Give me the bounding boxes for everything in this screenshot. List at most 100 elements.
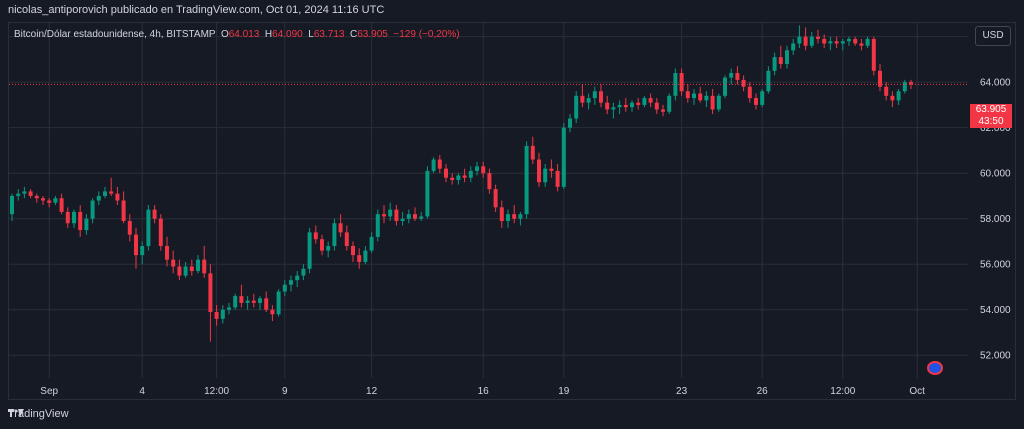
candle-body (549, 168, 554, 171)
currency-button[interactable]: USD (975, 26, 1011, 46)
candle-body (338, 223, 343, 233)
price-tick-label: 56.000 (980, 260, 1011, 271)
price-tick-label: 62.000 (980, 123, 1011, 134)
candle-body (506, 214, 510, 221)
candle-body (468, 170, 473, 178)
candle-body (859, 43, 864, 46)
candle-body (909, 82, 913, 85)
candle-body (741, 79, 746, 87)
candle-body (772, 57, 777, 71)
candle-body (413, 214, 417, 219)
candle-body (276, 291, 281, 315)
candle-body (493, 189, 498, 208)
candle-body (586, 98, 591, 103)
candle-body (692, 93, 696, 99)
candle-body (431, 159, 436, 171)
candle-body (251, 300, 256, 303)
price-tick-label: 60.000 (980, 169, 1011, 180)
candle-body (555, 170, 560, 187)
chart-frame[interactable] (8, 22, 1016, 400)
candle-body (351, 246, 355, 256)
symbol-legend: Bitcoin/Dólar estadounidense, 4h, BITSTA… (14, 29, 460, 40)
candle-body (65, 211, 70, 224)
candle-body (72, 211, 76, 224)
candle-body (456, 175, 461, 181)
candle-body (716, 95, 721, 110)
candle-body (778, 57, 783, 64)
candle-body (264, 298, 269, 310)
candle-body (685, 91, 690, 99)
symbol-name: Bitcoin/Dólar estadounidense, 4h, BITSTA… (14, 29, 216, 40)
candle-body (34, 195, 39, 199)
time-tick-label: 12:00 (204, 386, 229, 397)
candle-body (654, 102, 659, 110)
candle-body (636, 102, 641, 105)
candle-body (171, 259, 176, 267)
candle-body (580, 95, 585, 103)
time-tick-label: 16 (478, 386, 490, 397)
candle-body (183, 266, 188, 276)
candle-body (189, 266, 194, 272)
candle-body (679, 73, 684, 92)
candle-body (357, 255, 362, 262)
candle-body (121, 200, 126, 221)
time-tick-label: 19 (558, 386, 570, 397)
candle-body (295, 275, 300, 281)
candle-body (53, 198, 58, 203)
candle-body (729, 73, 734, 78)
candle-body (574, 95, 579, 119)
chart-grid (9, 23, 968, 378)
candle-body (146, 209, 151, 247)
candle-body (140, 246, 145, 256)
candle-body (313, 232, 318, 240)
price-tick-label: 54.000 (980, 305, 1011, 316)
candle-body (592, 91, 597, 99)
candle-body (816, 36, 820, 39)
candle-body (59, 198, 64, 212)
candle-body (642, 98, 647, 105)
high-value: 64.090 (272, 29, 303, 40)
candle-body (214, 312, 219, 319)
candle-body (202, 259, 207, 274)
candle-body (530, 145, 535, 160)
time-tick-label: Sep (40, 386, 58, 397)
time-axis: Sep 4 12:00 9 12 16 19 23 26 12:00 Oct (40, 386, 925, 397)
candle-body (239, 296, 244, 303)
candle-body (561, 127, 566, 187)
candle-body (258, 298, 262, 303)
candle-body (90, 200, 95, 219)
open-value: 64.013 (228, 29, 260, 40)
candle-body (388, 209, 393, 217)
candle-body (605, 102, 610, 110)
candle-body (828, 41, 833, 44)
candle-body (394, 209, 399, 221)
candle-body (326, 246, 331, 251)
candle-body (884, 86, 889, 96)
candle-body (809, 36, 814, 46)
candle-body (512, 214, 517, 219)
candle-body (134, 234, 138, 256)
bar-countdown: 43:50 (978, 116, 1004, 127)
footer-brand-label: TradingView (8, 408, 69, 420)
candle-body (518, 214, 523, 219)
last-price-tag: 63.905 43:50 (970, 104, 1012, 128)
time-tick-label: 26 (757, 386, 769, 397)
candle-body (896, 91, 901, 101)
candle-body (375, 214, 380, 237)
time-tick-label: 23 (676, 386, 688, 397)
candle-body (871, 38, 876, 71)
candle-body (16, 193, 21, 196)
candle-body (667, 95, 672, 112)
candle-body (487, 173, 492, 190)
candle-body (481, 166, 486, 174)
close-label: C (350, 29, 358, 40)
tradingview-logo-icon (8, 409, 24, 417)
time-tick-label: 12:00 (830, 386, 855, 397)
us-flag-icon[interactable] (927, 361, 943, 375)
candle-body (568, 118, 572, 128)
candle-body (196, 259, 200, 272)
candle-body (822, 38, 827, 44)
candle-body (419, 216, 424, 219)
time-tick-label: 4 (139, 386, 145, 397)
